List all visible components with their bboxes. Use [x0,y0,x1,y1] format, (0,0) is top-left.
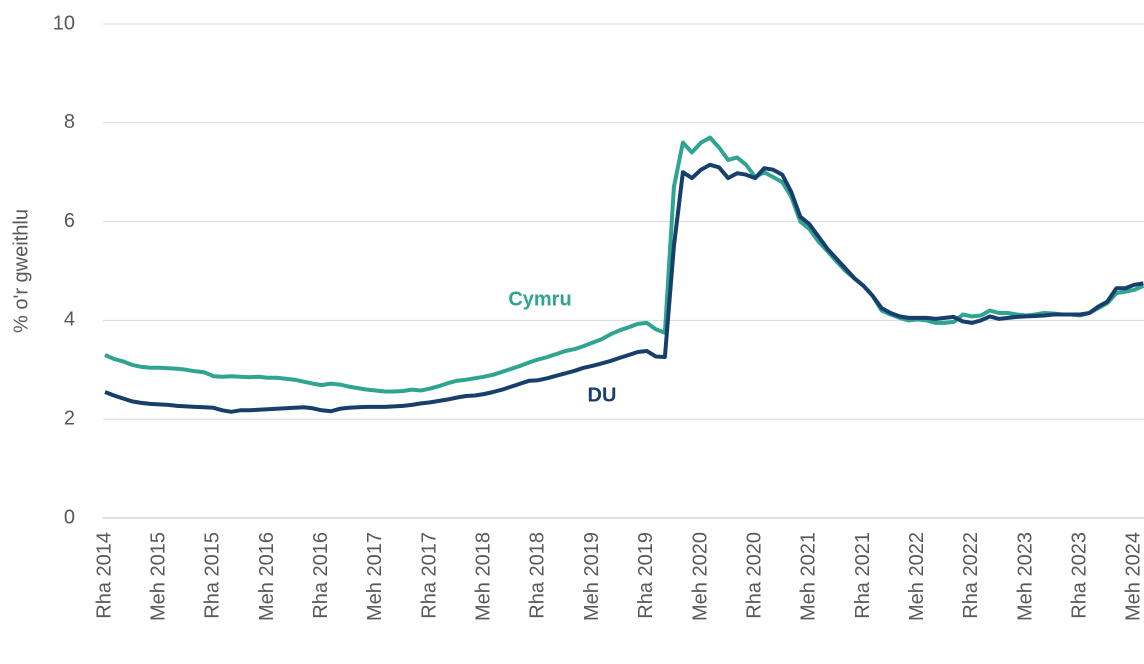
series-label: DU [588,384,617,406]
x-tick-label: Meh 2016 [256,532,278,621]
x-tick-label: Meh 2020 [689,532,711,621]
series-line [104,162,1144,414]
x-tick-label: Meh 2021 [798,532,820,621]
series-line [104,135,1144,394]
x-tick-label: Rha 2023 [1069,532,1091,619]
y-tick-label: 0 [64,506,75,528]
x-tick-label: Rha 2014 [93,532,115,619]
y-tick-label: 10 [53,12,75,34]
x-tick-label: Rha 2021 [852,532,874,619]
y-tick-label: 4 [64,309,75,331]
x-tick-label: Meh 2017 [364,532,386,621]
x-tick-label: Rha 2015 [202,532,224,619]
x-tick-label: Meh 2019 [581,532,603,621]
x-tick-label: Rha 2022 [960,532,982,619]
y-tick-label: 2 [64,407,75,429]
x-tick-label: Rha 2016 [310,532,332,619]
x-tick-label: Rha 2020 [743,532,765,619]
y-axis-label: % o'r gweithlu [10,209,32,333]
x-tick-label: Meh 2018 [473,532,495,621]
x-tick-label: Rha 2019 [635,532,657,619]
x-tick-label: Rha 2017 [418,532,440,619]
x-tick-label: Meh 2022 [906,532,928,621]
y-tick-label: 6 [64,210,75,232]
y-tick-label: 8 [64,111,75,133]
x-tick-label: Rha 2018 [527,532,549,619]
x-tick-label: Meh 2023 [1014,532,1036,621]
x-tick-label: Meh 2015 [147,532,169,621]
x-tick-label: Meh 2024 [1123,532,1144,621]
series-label: Cymru [508,288,571,310]
